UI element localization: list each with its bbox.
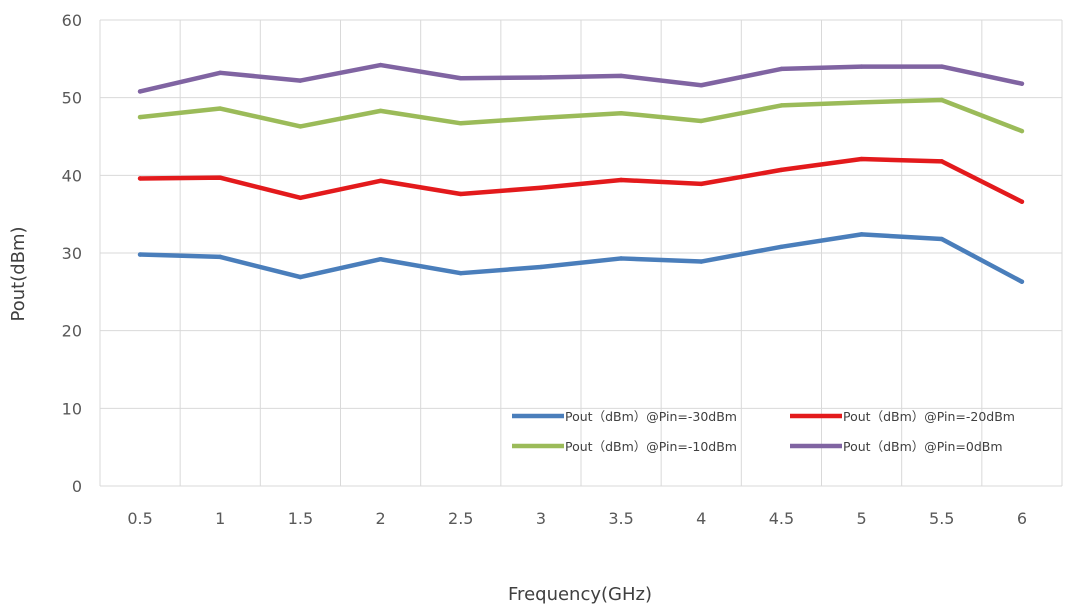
data-point [458,76,463,81]
series-line-1 [137,156,1025,204]
x-axis-title: Frequency(GHz) [508,584,652,605]
data-point [1019,279,1025,284]
data-point [779,167,784,173]
data-point [939,64,944,69]
data-point [218,175,223,180]
data-point [538,264,544,270]
legend-label: Pout（dBm）@Pin=0dBm [843,439,1003,454]
data-point [378,178,383,183]
y-tick-label: 30 [62,244,82,263]
data-point [618,111,624,116]
data-point [298,274,303,280]
x-tick-label: 3.5 [608,509,633,528]
data-point [618,256,624,261]
data-point [939,159,944,164]
data-point [218,106,223,111]
x-tick-label: 2.5 [448,509,473,528]
x-tick-label: 4.5 [769,509,794,528]
gridlines [99,19,1063,487]
series-line-2 [137,97,1025,134]
data-point [859,232,864,237]
y-tick-label: 40 [62,166,82,185]
data-point [779,103,784,108]
x-tick-label: 3 [536,509,546,528]
data-point [137,89,143,94]
data-point [137,114,143,120]
x-tick-label: 2 [375,509,385,528]
x-tick-labels: 0.5 1 1.5 2 2.5 3 3.5 4 4.5 5 5.5 6 [127,509,1027,528]
data-point [218,254,223,260]
data-point [699,181,704,187]
y-axis-title: Pout(dBm) [8,226,29,321]
legend: Pout（dBm）@Pin=-30dBm Pout（dBm）@Pin=-20dBm… [512,409,1015,454]
data-point [699,259,704,264]
data-point [538,185,544,190]
data-point [1019,128,1025,134]
data-point [458,270,463,276]
x-tick-label: 4 [696,509,706,528]
data-point [298,124,303,129]
x-tick-label: 0.5 [127,509,152,528]
x-tick-label: 1.5 [288,509,313,528]
data-point [859,156,864,162]
data-point [859,64,864,69]
data-point [618,73,624,79]
data-point [779,244,784,249]
series-line-0 [137,232,1025,284]
series-line-3 [137,62,1025,94]
data-point [378,257,383,262]
y-tick-label: 60 [62,11,82,30]
data-point [939,97,944,103]
x-tick-label: 6 [1017,509,1027,528]
data-point [298,195,303,201]
data-point [298,78,303,83]
legend-label: Pout（dBm）@Pin=-20dBm [843,409,1015,424]
y-tick-labels: 0 10 20 30 40 50 60 [62,11,82,496]
data-point [939,236,944,242]
legend-label: Pout（dBm）@Pin=-30dBm [565,409,737,424]
x-tick-label: 5 [856,509,866,528]
legend-label: Pout（dBm）@Pin=-10dBm [565,439,737,454]
data-point [458,121,463,126]
data-point [538,75,544,80]
data-point [378,62,383,68]
y-tick-label: 0 [72,477,82,496]
data-point [699,118,704,124]
y-tick-label: 50 [62,89,82,108]
y-tick-label: 10 [62,399,82,418]
data-point [218,70,223,76]
data-point [618,177,624,183]
data-point [378,108,383,114]
data-point [458,191,463,197]
x-tick-label: 1 [215,509,225,528]
data-point [538,115,544,121]
data-point [1019,81,1025,86]
y-tick-label: 20 [62,322,82,341]
data-point [1019,199,1025,204]
data-point [137,176,143,181]
series-lines [137,62,1025,284]
data-point [699,83,704,88]
data-point [779,66,784,72]
data-point [137,252,143,257]
x-tick-label: 5.5 [929,509,954,528]
data-point [859,100,864,105]
